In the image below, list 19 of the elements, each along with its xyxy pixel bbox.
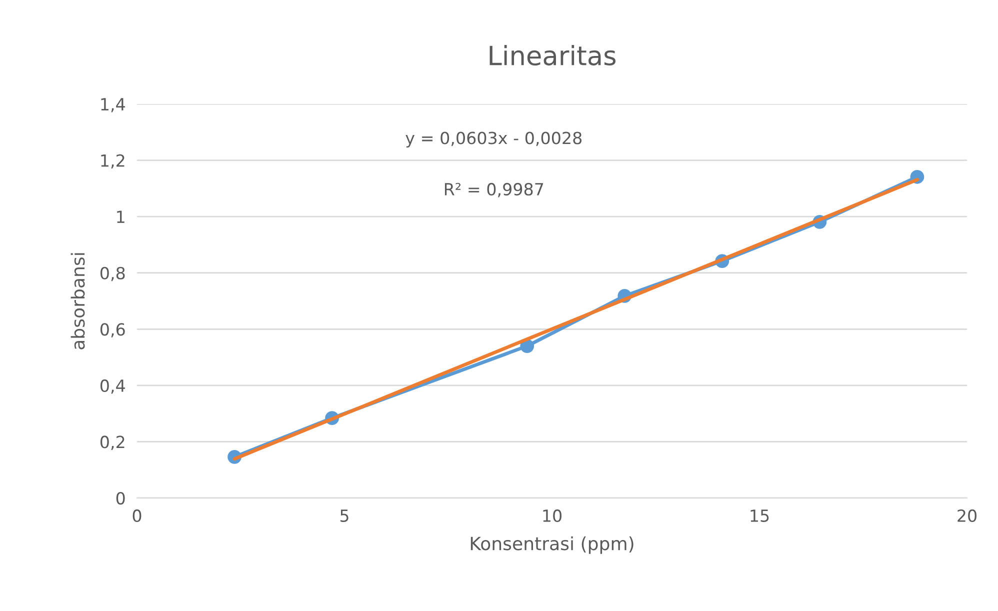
x-tick-label: 5 [340, 510, 348, 522]
annotation: y = 0,0603x - 0,0028 [406, 132, 582, 148]
point [520, 339, 534, 353]
x-axis-title: Konsentrasi (ppm) [470, 536, 634, 554]
x-tick-label: 15 [750, 510, 769, 522]
y-tick-label: 0,2 [100, 436, 124, 450]
x-tick-label: 20 [958, 509, 976, 522]
annotation: R² = 0,9987 [444, 182, 544, 198]
y-tick-label: 0 [116, 492, 125, 505]
y-tick-label: 0,6 [100, 323, 125, 338]
x-tick-label: 10 [543, 509, 562, 522]
y-tick-label: 1,4 [101, 98, 125, 112]
y-tick-label: 1,2 [101, 154, 124, 169]
chart-title: Linearitas [490, 45, 616, 66]
y-tick-label: 0,8 [100, 266, 125, 282]
y-tick-label: 1 [117, 210, 124, 223]
y-tick-label: 0,4 [100, 379, 125, 394]
y-axis-title: absorbansi [70, 253, 85, 350]
x-tick-label: 0 [132, 509, 142, 522]
